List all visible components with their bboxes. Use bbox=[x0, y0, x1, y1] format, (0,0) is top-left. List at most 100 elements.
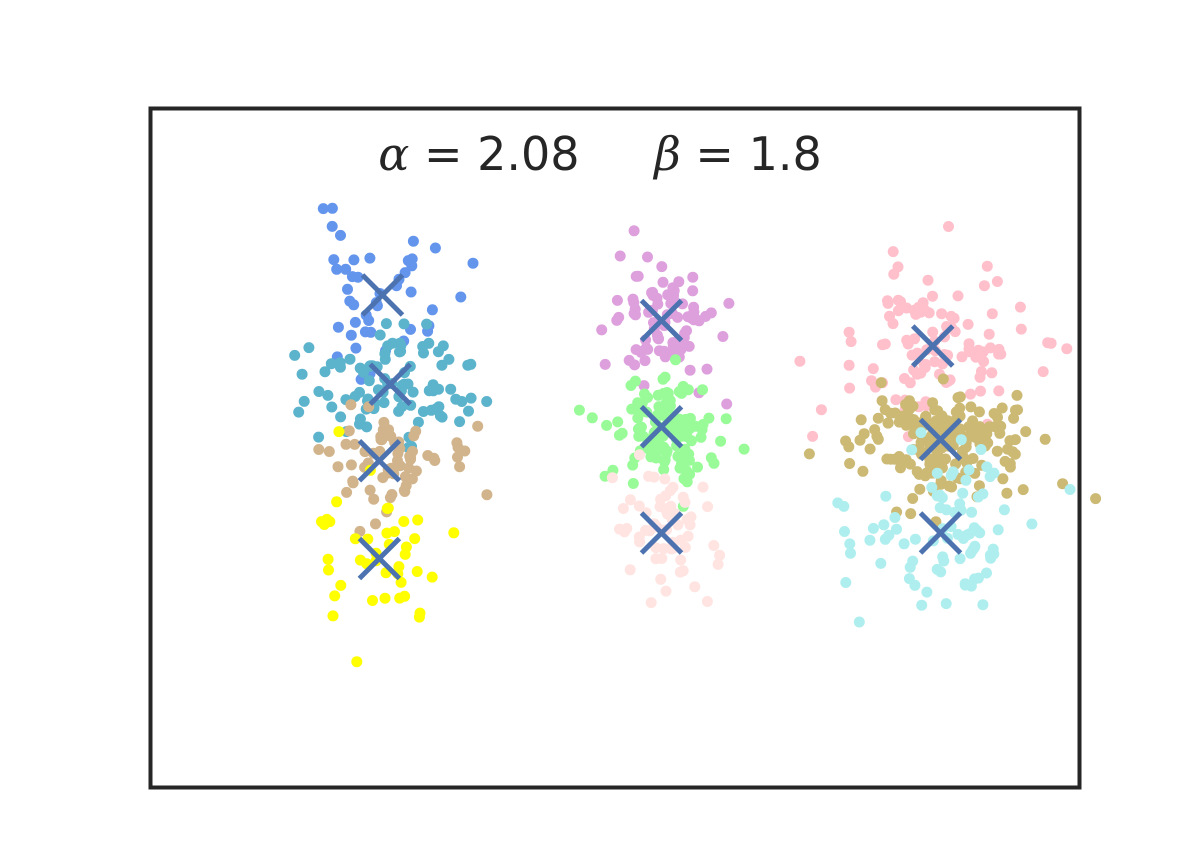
scatter-point-cluster-10 bbox=[959, 578, 971, 590]
scatter-point-cluster-2 bbox=[417, 406, 429, 417]
scatter-point-cluster-6 bbox=[627, 478, 639, 489]
centroid-marker-stroke bbox=[639, 511, 684, 555]
scatter-point-cluster-8 bbox=[843, 359, 855, 371]
scatter-point-cluster-2 bbox=[382, 340, 394, 352]
scatter-point-cluster-5 bbox=[656, 261, 668, 273]
scatter-point-cluster-10 bbox=[880, 490, 892, 502]
scatter-point-cluster-6 bbox=[616, 427, 628, 439]
centroid-marker bbox=[918, 511, 963, 555]
scatter-point-cluster-2 bbox=[407, 386, 419, 398]
scatter-point-cluster-5 bbox=[658, 345, 670, 357]
scatter-point-cluster-8 bbox=[991, 276, 1003, 287]
scatter-point-cluster-8 bbox=[993, 348, 1005, 360]
scatter-point-cluster-2 bbox=[363, 375, 375, 387]
scatter-point-cluster-8 bbox=[963, 338, 975, 350]
scatter-point-cluster-2 bbox=[361, 421, 373, 433]
scatter-point-cluster-6 bbox=[674, 462, 686, 474]
scatter-point-cluster-8 bbox=[936, 308, 948, 320]
scatter-point-cluster-3 bbox=[407, 445, 418, 457]
scatter-point-cluster-1 bbox=[326, 202, 338, 214]
scatter-point-cluster-2 bbox=[395, 345, 407, 357]
scatter-point-cluster-1 bbox=[429, 242, 441, 254]
scatter-point-cluster-9 bbox=[1039, 433, 1051, 445]
scatter-point-cluster-1 bbox=[467, 257, 479, 269]
scatter-point-cluster-10 bbox=[916, 599, 928, 611]
scatter-point-cluster-7 bbox=[645, 597, 657, 609]
scatter-point-cluster-2 bbox=[421, 318, 433, 330]
scatter-point-cluster-9 bbox=[854, 434, 866, 446]
scatter-point-cluster-7 bbox=[655, 573, 667, 585]
scatter-point-cluster-5 bbox=[629, 303, 641, 315]
scatter-point-cluster-7 bbox=[684, 519, 696, 531]
scatter-point-cluster-2 bbox=[417, 341, 429, 352]
scatter-point-cluster-6 bbox=[738, 443, 750, 455]
scatter-point-cluster-10 bbox=[889, 512, 901, 523]
scatter-point-cluster-9 bbox=[981, 428, 993, 440]
scatter-point-cluster-3 bbox=[481, 489, 493, 501]
scatter-point-cluster-7 bbox=[659, 473, 671, 485]
scatter-point-cluster-10 bbox=[921, 586, 933, 598]
scatter-point-cluster-5 bbox=[642, 251, 653, 263]
scatter-point-cluster-8 bbox=[981, 260, 993, 272]
scatter-point-cluster-3 bbox=[392, 448, 404, 460]
scatter-point-cluster-10 bbox=[1064, 484, 1076, 495]
centroid-marker-stroke bbox=[918, 417, 963, 462]
scatter-point-cluster-10 bbox=[947, 466, 959, 478]
scatter-point-cluster-1 bbox=[340, 263, 352, 275]
scatter-point-cluster-10 bbox=[987, 543, 999, 555]
scatter-point-cluster-9 bbox=[915, 436, 927, 448]
scatter-point-cluster-8 bbox=[943, 221, 954, 232]
scatter-point-cluster-8 bbox=[844, 382, 856, 394]
scatter-point-cluster-8 bbox=[945, 310, 957, 322]
centroid-marker bbox=[357, 438, 402, 483]
scatter-point-cluster-1 bbox=[407, 235, 419, 247]
centroid-marker bbox=[639, 511, 684, 555]
scatter-point-cluster-9 bbox=[904, 458, 916, 470]
centroid-marker-stroke bbox=[360, 273, 405, 317]
scatter-point-cluster-4 bbox=[409, 533, 421, 545]
scatter-point-cluster-8 bbox=[845, 336, 857, 348]
scatter-point-cluster-7 bbox=[624, 494, 636, 506]
scatter-point-cluster-9 bbox=[872, 412, 884, 424]
scatter-point-cluster-9 bbox=[876, 395, 888, 407]
scatter-point-cluster-7 bbox=[701, 596, 713, 607]
scatter-point-cluster-10 bbox=[972, 572, 984, 584]
scatter-point-cluster-8 bbox=[974, 371, 986, 383]
scatter-point-cluster-9 bbox=[997, 473, 1009, 485]
scatter-point-cluster-9 bbox=[879, 404, 891, 416]
scatter-point-cluster-7 bbox=[712, 558, 724, 570]
scatter-point-cluster-2 bbox=[325, 358, 337, 370]
scatter-point-cluster-9 bbox=[1012, 404, 1023, 416]
scatter-point-cluster-3 bbox=[323, 446, 335, 457]
scatter-point-cluster-3 bbox=[451, 437, 463, 449]
scatter-point-cluster-9 bbox=[902, 403, 914, 415]
scatter-point-cluster-7 bbox=[617, 503, 629, 514]
scatter-point-cluster-10 bbox=[898, 538, 910, 550]
scatter-point-cluster-8 bbox=[815, 404, 827, 416]
scatter-point-cluster-7 bbox=[660, 490, 672, 502]
scatter-point-cluster-6 bbox=[573, 404, 585, 416]
scatter-point-cluster-5 bbox=[705, 307, 717, 319]
scatter-point-cluster-2 bbox=[293, 406, 305, 418]
scatter-point-cluster-7 bbox=[640, 524, 652, 536]
scatter-point-cluster-2 bbox=[430, 403, 442, 415]
scatter-point-cluster-5 bbox=[640, 342, 652, 354]
scatter-point-cluster-2 bbox=[445, 383, 457, 395]
scatter-point-cluster-2 bbox=[463, 405, 474, 417]
scatter-point-cluster-9 bbox=[895, 456, 907, 468]
scatter-point-cluster-5 bbox=[668, 285, 680, 297]
centroid-marker bbox=[357, 536, 402, 581]
scatter-point-cluster-4 bbox=[329, 590, 341, 602]
scatter-point-cluster-2 bbox=[379, 353, 391, 365]
scatter-point-cluster-9 bbox=[932, 405, 944, 417]
scatter-point-cluster-9 bbox=[803, 448, 815, 460]
scatter-point-cluster-6 bbox=[697, 384, 708, 396]
scatter-point-cluster-8 bbox=[918, 359, 930, 371]
centroid-marker-stroke bbox=[918, 511, 963, 555]
scatter-point-cluster-7 bbox=[606, 472, 618, 484]
centroid-marker-stroke bbox=[357, 438, 402, 483]
centroid-marker bbox=[918, 417, 963, 462]
centroid-marker bbox=[910, 324, 955, 368]
scatter-point-cluster-8 bbox=[843, 326, 855, 338]
